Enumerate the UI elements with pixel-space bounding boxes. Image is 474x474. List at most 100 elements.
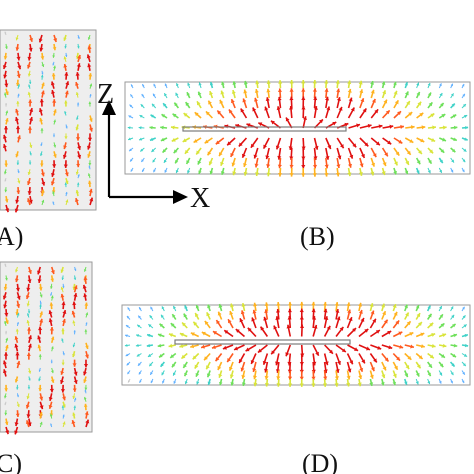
panel-d-arrow-head <box>377 345 382 350</box>
panel-a-arrow-head <box>28 99 33 103</box>
panel-a-arrow-head <box>65 192 68 195</box>
panel-d-arrow-head <box>384 357 389 362</box>
panel-d-arrow-head <box>228 366 233 371</box>
panel-a-arrow-head <box>75 137 81 141</box>
panel-b-arrow-head <box>228 109 233 114</box>
panel-b-arrow-head <box>427 92 432 96</box>
panel-b-arrow-head <box>313 156 318 160</box>
panel-c-arrow-head <box>50 423 53 426</box>
panel-a-arrow-head <box>52 63 55 66</box>
panel-a-arrow-head <box>75 190 80 194</box>
panel-c-arrow-head <box>49 286 53 289</box>
panel-c-arrow-head <box>39 302 42 305</box>
panel-a-arrow-head <box>5 103 8 105</box>
panel-d-arrow-head <box>348 317 353 322</box>
panel-b-arrow-head <box>252 107 257 112</box>
panel-b-arrow-head <box>430 113 435 118</box>
panel-c-arrow-head <box>5 344 9 349</box>
panel-c-arrow-head <box>39 294 43 298</box>
panel-d-arrow-head <box>299 316 304 320</box>
panel-d-arrow-head <box>440 354 445 358</box>
panel-d-arrow-head <box>219 381 223 386</box>
panel-a-arrow-head <box>16 101 20 104</box>
panel-b-arrow-head <box>451 148 456 153</box>
panel-d-arrow-head <box>323 369 328 374</box>
panel-d-arrow-head <box>264 368 269 373</box>
panel-d-arrow-head <box>312 316 317 320</box>
panel-b-arrow-head <box>153 169 156 173</box>
panel-a-arrow-head <box>75 82 79 86</box>
panel-c-arrow-head <box>62 404 66 408</box>
panel-c-arrow-head <box>3 320 7 324</box>
panel-b-arrow-head <box>243 80 248 85</box>
panel-c-arrow-head <box>3 287 8 291</box>
panel-c-arrow-head <box>39 318 44 323</box>
panel-d-arrow-head <box>442 343 447 348</box>
panel-b-arrow-head <box>360 98 365 103</box>
panel-d-arrow-head <box>170 354 175 358</box>
panel-b-arrow-head <box>384 152 388 157</box>
panel-c-arrow-head <box>5 337 9 341</box>
panel-b-arrow-head <box>335 172 340 177</box>
panel-b-arrow-head <box>395 151 400 156</box>
panel-c-arrow-head <box>5 320 9 324</box>
panel-d-arrow-head <box>463 324 467 328</box>
panel-b-arrow-head <box>288 106 294 110</box>
panel-b-arrow-head <box>173 149 178 154</box>
panel-b-arrow-head <box>162 149 166 153</box>
panel-d-arrow-head <box>271 350 275 355</box>
panel-d-arrow-head <box>224 330 229 334</box>
panel-b-arrow-head <box>127 126 131 130</box>
panel-a-arrow-head <box>63 64 68 68</box>
panel-a-arrow-head <box>41 64 45 68</box>
panel-b-arrow-head <box>326 106 331 111</box>
panel-c-arrow-head <box>4 403 7 406</box>
panel-d-arrow-head <box>428 363 432 368</box>
panel-b-arrow-head <box>312 88 317 92</box>
panel-a-arrow-head <box>16 162 20 165</box>
panel-a-arrow-head <box>76 102 80 105</box>
panel-b-arrow-head <box>243 171 248 176</box>
panel-c-arrow-head <box>83 269 87 272</box>
panel-b-arrow-head <box>382 90 387 95</box>
panel-b-arrow-head <box>324 164 329 169</box>
panel-b-arrow-head <box>130 94 133 97</box>
panel-c-arrow-head <box>15 287 20 292</box>
panel-d-arrow-head <box>407 355 412 360</box>
panel-c-arrow-head <box>28 269 32 274</box>
panel-b-arrow-head <box>416 82 420 86</box>
panel-b-arrow-head <box>301 88 306 92</box>
panel-c-arrow-head <box>61 328 65 332</box>
panel-b-arrow-head <box>254 89 259 93</box>
panel-b-arrow-head <box>462 169 465 173</box>
panel-d-arrow-head <box>159 323 164 328</box>
panel-d-arrow-head <box>399 344 404 349</box>
panel-c-arrow-head <box>73 277 77 280</box>
panel-c-frame <box>0 261 93 433</box>
panel-c-arrow-head <box>73 285 78 290</box>
panel-c-arrow-head <box>15 269 19 273</box>
panel-a-arrow-head <box>88 188 93 193</box>
panel-c-arrow-head <box>16 295 21 300</box>
panel-d-arrow-head <box>204 356 208 361</box>
panel-c-arrow-head <box>39 411 43 416</box>
panel-d-arrow-head <box>229 311 234 315</box>
panel-a-arrow-head <box>89 197 94 202</box>
panel-a-arrow-head <box>63 56 67 60</box>
panel-d-arrow-head <box>409 332 414 336</box>
panel-c-arrow-head <box>37 270 41 275</box>
panel-b-arrow-head <box>278 172 283 177</box>
panel-b-arrow-head <box>149 125 153 130</box>
panel-d-arrow-head <box>126 362 130 366</box>
panel-a-arrow-head <box>40 144 43 147</box>
panel-b-arrow-head <box>186 160 190 164</box>
panel-b-arrow-head <box>171 137 176 142</box>
panel-d-arrow-head <box>431 343 436 348</box>
panel-b-arrow-head <box>439 83 442 87</box>
panel-b-arrow-head <box>432 125 436 130</box>
panel-c-arrow-head <box>3 352 9 356</box>
panel-c-arrow-head <box>38 369 41 372</box>
panel-d-arrow-head <box>450 306 454 310</box>
panel-b-arrow-head <box>416 160 421 165</box>
panel-c-arrow-head <box>62 318 66 323</box>
